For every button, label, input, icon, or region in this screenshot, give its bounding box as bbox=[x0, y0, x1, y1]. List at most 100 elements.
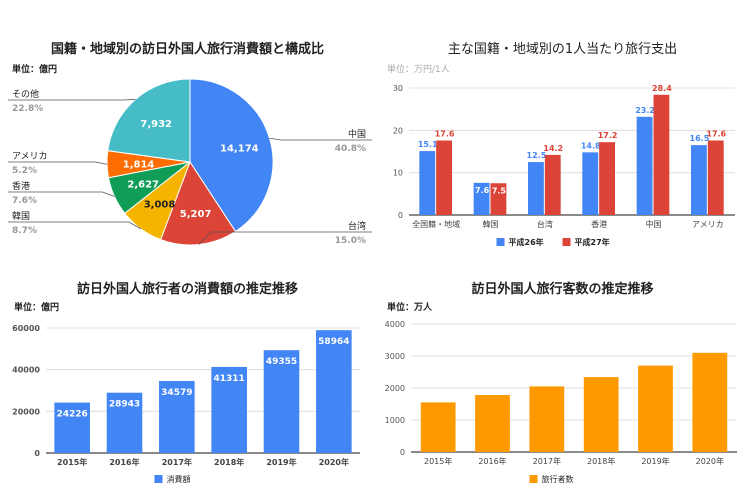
bar-value-label-1-0: 28943 bbox=[109, 400, 140, 410]
legend-swatch-0 bbox=[529, 475, 538, 483]
y-tick-label-1: 20000 bbox=[12, 407, 40, 416]
bar-value-label-1-1: 7.5 bbox=[492, 186, 507, 195]
x-tick-label-0: 2015年 bbox=[57, 457, 87, 467]
pie-slice-5 bbox=[107, 78, 191, 163]
y-tick-label-0: 0 bbox=[398, 211, 403, 220]
pie-chart-unit: 単位：億円 bbox=[12, 65, 58, 75]
bar-4-0 bbox=[638, 365, 673, 452]
legend-label-0: 旅行者数 bbox=[542, 474, 574, 484]
bar-0-0 bbox=[420, 402, 456, 452]
consumption-bar-chart: 0 20000 40000 60000 24226 2015年 28943 2016年 3457… bbox=[12, 324, 360, 484]
pie-category-label-1: 台湾 bbox=[348, 220, 366, 232]
per-capita-bar-chart: 0 10 20 30 15.1 17.6 全国籍・地域 7.6 7.5 韓国 12.514.2 台湾 1… bbox=[393, 84, 735, 247]
legend-label-0: 平成26年 bbox=[509, 237, 544, 247]
legend-label-0: 消費額 bbox=[167, 474, 191, 484]
pie-leader-line-3 bbox=[8, 191, 115, 197]
bar-value-label-4-0: 23.2 bbox=[635, 106, 655, 115]
pie-leader-line-2 bbox=[8, 221, 142, 230]
pie-percent-label-1: 15.0% bbox=[335, 236, 366, 246]
bar-2-1 bbox=[544, 154, 561, 215]
y-tick-label-2: 20 bbox=[393, 126, 403, 135]
y-tick-label-3: 3000 bbox=[385, 352, 405, 361]
x-tick-label-0: 全国籍・地域 bbox=[412, 219, 460, 229]
bar-3-0 bbox=[211, 366, 247, 453]
pie-value-label-4: 1,814 bbox=[123, 159, 155, 170]
per-capita-chart-unit: 単位：万円/1人 bbox=[387, 65, 450, 75]
bar-value-label-4-0: 49355 bbox=[266, 357, 297, 367]
pie-value-label-2: 3,008 bbox=[144, 199, 176, 210]
bar-4-0 bbox=[636, 116, 653, 215]
pie-category-label-0: 中国 bbox=[348, 128, 366, 140]
bar-value-label-4-1: 28.4 bbox=[652, 84, 672, 93]
bar-4-1 bbox=[653, 94, 670, 215]
pie-value-label-3: 2,627 bbox=[127, 179, 159, 190]
y-tick-label-2: 40000 bbox=[12, 366, 40, 375]
legend-swatch-1 bbox=[562, 238, 571, 246]
bar-1-0 bbox=[475, 395, 510, 452]
bar-5-0 bbox=[690, 145, 707, 215]
bar-1-0 bbox=[473, 182, 490, 215]
pie-leader-line-0 bbox=[269, 137, 372, 141]
bar-value-label-0-0: 15.1 bbox=[418, 140, 438, 149]
pie-category-label-2: 韓国 bbox=[12, 211, 30, 222]
pie-percent-label-3: 7.6% bbox=[12, 196, 37, 206]
y-tick-label-3: 60000 bbox=[12, 324, 40, 333]
bar-value-label-3-0: 41311 bbox=[214, 374, 245, 384]
bar-2-0 bbox=[527, 162, 544, 215]
bar-3-1 bbox=[599, 142, 616, 215]
pie-value-label-1: 5,207 bbox=[180, 209, 212, 220]
bar-value-label-5-0: 58964 bbox=[318, 337, 349, 347]
bar-5-0 bbox=[316, 330, 352, 453]
pie-leader-line-1 bbox=[198, 231, 372, 245]
bar-value-label-3-0: 14.8 bbox=[581, 141, 601, 150]
bar-3-0 bbox=[582, 152, 599, 215]
x-tick-label-0: 2015年 bbox=[424, 456, 452, 466]
bar-value-label-0-1: 17.6 bbox=[435, 129, 455, 138]
legend-swatch-0 bbox=[496, 238, 505, 246]
y-tick-label-3: 30 bbox=[393, 84, 403, 93]
x-tick-label-1: 2016年 bbox=[109, 457, 139, 467]
consumption-chart-unit: 単位：億円 bbox=[14, 303, 60, 313]
bar-value-label-2-1: 14.2 bbox=[543, 144, 563, 153]
x-tick-label-2: 2017年 bbox=[533, 456, 561, 466]
pie-category-label-3: 香港 bbox=[12, 180, 30, 192]
pie-category-label-5: その他 bbox=[12, 88, 39, 100]
bar-1-1 bbox=[490, 183, 507, 215]
bar-3-0 bbox=[583, 377, 619, 452]
pie-value-label-5: 7,932 bbox=[140, 119, 172, 130]
bar-2-0 bbox=[529, 386, 565, 452]
y-tick-label-0: 0 bbox=[400, 448, 405, 457]
pie-chart: 14,174 中国 40.8% 5,207 台湾 15.0% 3,008 韓国 8.7% 2,62… bbox=[8, 78, 372, 246]
y-tick-label-1: 10 bbox=[393, 169, 403, 178]
x-tick-label-4: 2019年 bbox=[266, 457, 296, 467]
x-tick-label-5: 2020年 bbox=[319, 457, 349, 467]
x-tick-label-3: 香港 bbox=[591, 219, 607, 229]
bar-value-label-3-1: 17.2 bbox=[598, 131, 618, 140]
pie-percent-label-4: 5.2% bbox=[12, 166, 37, 176]
bar-0-0 bbox=[54, 402, 90, 453]
pie-percent-label-0: 40.8% bbox=[335, 144, 366, 154]
bar-value-label-5-0: 16.5 bbox=[690, 134, 710, 143]
x-tick-label-2: 台湾 bbox=[537, 219, 553, 229]
pie-category-label-4: アメリカ bbox=[12, 151, 48, 162]
bar-4-0 bbox=[263, 350, 300, 453]
x-tick-label-2: 2017年 bbox=[162, 457, 192, 467]
bar-0-1 bbox=[436, 140, 453, 215]
x-tick-label-3: 2018年 bbox=[587, 456, 615, 466]
bar-value-label-5-1: 17.6 bbox=[706, 129, 726, 138]
x-tick-label-4: 中国 bbox=[646, 219, 662, 229]
x-tick-label-4: 2019年 bbox=[641, 456, 669, 466]
x-tick-label-1: 2016年 bbox=[478, 456, 506, 466]
bar-value-label-1-0: 7.6 bbox=[475, 186, 490, 195]
pie-chart-panel: 国籍・地域別の訪日外国人旅行消費額と構成比 単位：億円 14,174 中国 40.8… bbox=[0, 0, 375, 250]
x-tick-label-5: アメリカ bbox=[692, 220, 724, 229]
x-tick-label-5: 2020年 bbox=[696, 456, 724, 466]
x-tick-label-3: 2018年 bbox=[214, 457, 244, 467]
visitor-bar-chart: 0 1000 2000 3000 4000 2015年 2016年 2017年 2018年 201… bbox=[385, 320, 737, 484]
visitor-chart-unit: 単位：万人 bbox=[387, 303, 433, 313]
visitor-trend-panel: 訪日外国人旅行客数の推定推移 単位：万人 0 1000 2000 3000 4000 20… bbox=[375, 250, 750, 500]
bar-0-0 bbox=[419, 151, 436, 215]
bar-value-label-0-0: 24226 bbox=[57, 410, 88, 420]
per-capita-chart-title: 主な国籍・地域別の1人当たり旅行支出 bbox=[447, 42, 678, 57]
pie-chart-title: 国籍・地域別の訪日外国人旅行消費額と構成比 bbox=[50, 42, 324, 57]
